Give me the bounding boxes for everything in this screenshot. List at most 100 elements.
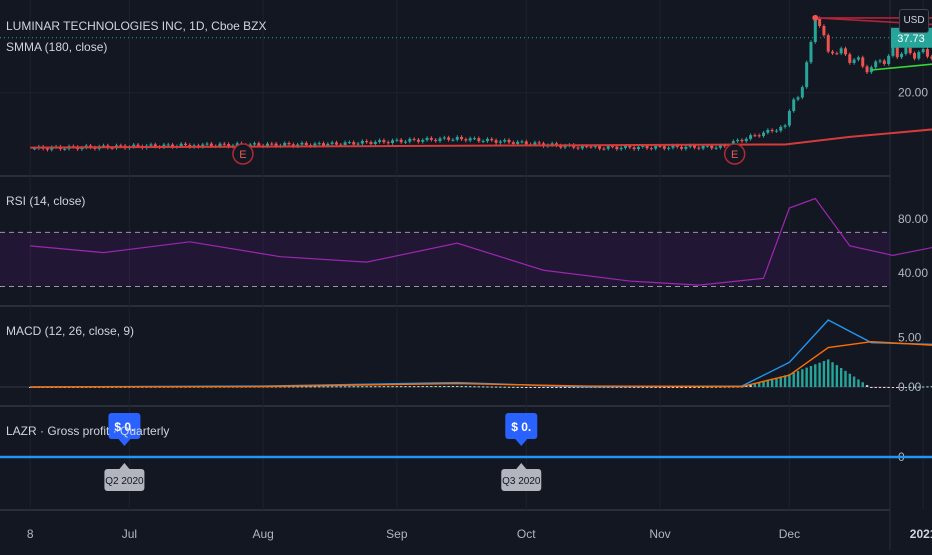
macd-histogram-bar — [805, 367, 808, 387]
candle-body — [235, 143, 239, 146]
candle-body — [373, 141, 377, 144]
gp-value-badge-0 — [108, 413, 141, 439]
candle-body — [490, 138, 494, 141]
macd-histogram-bar — [28, 387, 32, 388]
currency-button[interactable]: USD — [899, 9, 929, 33]
candle-body — [429, 137, 433, 140]
candle-body — [102, 145, 106, 147]
x-tick-label-3: Sep — [386, 527, 408, 541]
candle-body — [382, 140, 386, 143]
candle-body — [485, 138, 489, 142]
candle-body — [356, 143, 360, 145]
rsi-legend: RSI (14, close) — [6, 194, 86, 208]
candle-body — [563, 145, 567, 148]
candle-body — [930, 56, 932, 59]
candle-body — [580, 146, 584, 149]
candle-body — [770, 129, 774, 132]
candle-body — [524, 141, 528, 145]
candle-body — [904, 47, 908, 54]
macd-histogram-bar — [779, 376, 782, 387]
macd-histogram-bar — [624, 387, 627, 388]
macd-histogram-bar — [391, 386, 394, 388]
macd-histogram-bar — [408, 386, 412, 388]
candle-body — [300, 142, 304, 145]
macd-histogram-bar — [421, 386, 424, 388]
earnings-marker-1 — [723, 143, 746, 165]
macd-histogram-bar — [443, 386, 446, 388]
candle-body — [334, 142, 338, 145]
macd-histogram-bar — [926, 386, 929, 388]
candle-body — [787, 110, 791, 126]
macd-histogram-bar — [861, 382, 864, 387]
candle-body — [921, 49, 925, 53]
macd-histogram-bar — [473, 386, 476, 388]
candle-body — [649, 148, 653, 150]
macd-histogram-bar — [339, 386, 342, 388]
macd-histogram-bar — [447, 386, 450, 388]
candle-body — [602, 148, 606, 150]
candle-body — [503, 139, 507, 142]
macd-histogram-bar — [568, 387, 571, 388]
macd-histogram-bar — [770, 378, 774, 387]
candle-body — [265, 143, 269, 147]
candle-body — [710, 145, 714, 149]
candle-body — [826, 35, 830, 52]
macd-histogram-bar — [693, 386, 696, 388]
macd-histogram-bar — [788, 374, 791, 387]
candle-body — [693, 145, 697, 148]
candle-body — [800, 87, 804, 98]
macd-histogram-bar — [494, 386, 498, 388]
macd-histogram-bar — [356, 386, 360, 388]
candle-body — [270, 143, 274, 145]
candle-body — [813, 18, 817, 43]
earnings-marker-0 — [232, 143, 254, 165]
macd-histogram-bar — [434, 386, 437, 388]
candle-body — [494, 140, 498, 143]
macd-histogram-bar — [481, 386, 485, 388]
candle-body — [900, 53, 904, 58]
candle-body — [874, 61, 878, 68]
macd-histogram-bar — [852, 376, 856, 387]
macd-histogram-bar — [658, 387, 662, 388]
macd-histogram-bar — [676, 387, 679, 388]
gp-value-badge-1 — [505, 413, 538, 439]
candle-body — [227, 144, 231, 147]
candle-body — [369, 142, 373, 144]
candle-body — [762, 132, 766, 136]
macd-histogram-bar — [318, 386, 321, 388]
candle-body — [913, 53, 917, 59]
macd-histogram-bar — [792, 372, 795, 387]
candle-body — [222, 143, 226, 145]
macd-histogram-bar — [654, 387, 657, 388]
candle-body — [516, 141, 520, 144]
candle-body — [675, 145, 679, 147]
gp-period-pointer-0 — [119, 463, 130, 469]
macd-histogram-bar — [520, 387, 524, 388]
macd-histogram-bar — [313, 386, 317, 388]
candle-body — [822, 25, 826, 36]
macd-histogram-bar — [512, 386, 515, 388]
macd-histogram-bar — [382, 386, 386, 388]
macd-histogram-bar — [365, 386, 368, 388]
candle-body — [843, 48, 847, 55]
candle-body — [455, 136, 459, 140]
macd-histogram-bar — [369, 386, 373, 388]
price-tick-label-0: 20.00 — [898, 86, 928, 100]
candle-body — [774, 130, 778, 132]
x-tick-label-6: Dec — [779, 527, 800, 541]
candle-body — [136, 144, 140, 147]
candle-body — [701, 145, 705, 149]
candle-body — [442, 137, 446, 139]
candle-body — [723, 145, 727, 147]
candle-body — [434, 139, 438, 141]
macd-histogram-bar — [305, 386, 308, 388]
macd-histogram-bar — [404, 386, 407, 388]
macd-histogram-bar — [637, 387, 640, 388]
candle-body — [809, 42, 813, 63]
candle-body — [63, 148, 67, 150]
candle-body — [291, 144, 295, 147]
macd-histogram-bar — [399, 386, 403, 388]
macd-histogram-bar — [762, 380, 765, 387]
macd-histogram-bar — [361, 386, 364, 388]
